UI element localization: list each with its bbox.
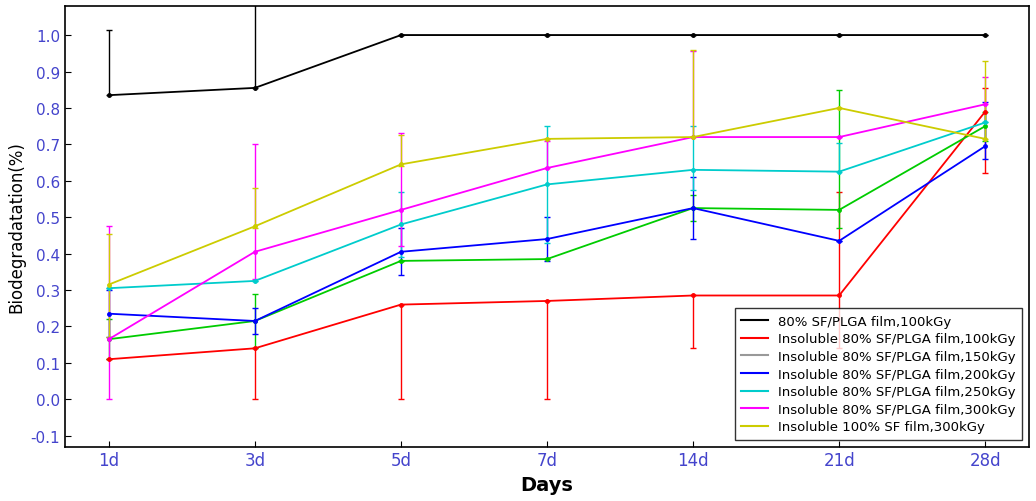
X-axis label: Days: Days bbox=[520, 475, 574, 494]
Y-axis label: Biodegradatation(%): Biodegradatation(%) bbox=[7, 141, 25, 313]
Legend: 80% SF/PLGA film,100kGy, Insoluble 80% SF/PLGA film,100kGy, Insoluble 80% SF/PLG: 80% SF/PLGA film,100kGy, Insoluble 80% S… bbox=[735, 309, 1023, 440]
